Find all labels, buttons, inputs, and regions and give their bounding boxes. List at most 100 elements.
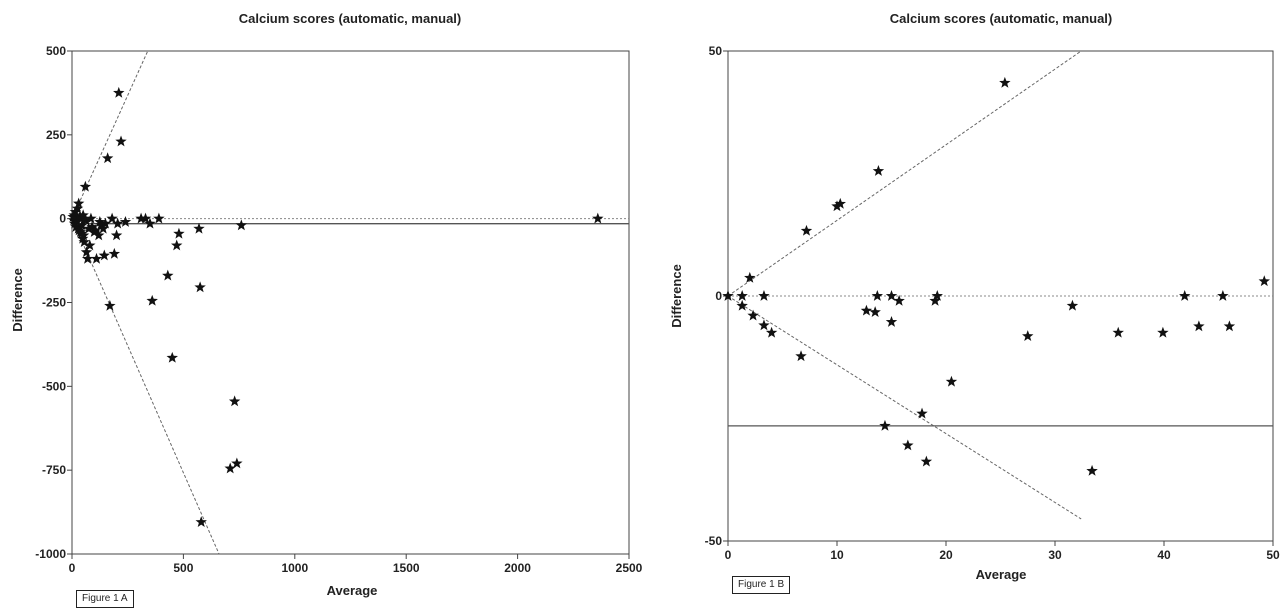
data-point-star [173, 227, 185, 239]
data-point-star [893, 294, 905, 306]
data-point-star [162, 269, 174, 281]
data-point-star [1157, 326, 1169, 338]
chart-a: Calcium scores (automatic, manual) 0 500 1… [10, 11, 643, 598]
data-point-star [758, 290, 770, 301]
x-tick-label: 20 [939, 548, 953, 562]
data-point-star [1179, 290, 1191, 301]
data-point-star [84, 239, 96, 251]
chart-a-xlabel: Average [327, 583, 378, 598]
data-point-star [81, 252, 94, 264]
data-point-star [1193, 320, 1205, 332]
y-tick-label: -750 [42, 463, 66, 477]
data-point-star [108, 247, 121, 259]
data-point-star [77, 209, 89, 221]
data-point-star [89, 224, 102, 236]
y-tick-label: -1000 [35, 547, 66, 561]
data-point-star [765, 326, 778, 338]
data-point-star [93, 229, 105, 241]
x-tick-label: 30 [1048, 548, 1062, 562]
data-point-star [135, 212, 147, 224]
data-point-star [744, 271, 756, 283]
data-point-star [85, 212, 97, 224]
data-point-star [1217, 290, 1229, 301]
data-point-star [920, 455, 933, 467]
y-tick-label: 500 [46, 44, 66, 58]
chart-a-reference-lines [71, 50, 629, 555]
data-point-star [931, 290, 943, 301]
x-tick-label: 0 [725, 548, 732, 562]
data-point-star [902, 439, 914, 451]
data-point-star [195, 516, 207, 527]
x-tick-label: 2000 [504, 561, 531, 575]
data-point-star [879, 419, 891, 431]
data-point-star [72, 197, 85, 209]
data-point-star [115, 135, 127, 147]
x-tick-label: 50 [1266, 548, 1280, 562]
chart-b-xlabel: Average [976, 567, 1027, 582]
data-point-star [1066, 299, 1079, 311]
y-tick-label: -50 [705, 534, 723, 548]
data-point-star [90, 252, 103, 264]
limit-line [71, 50, 149, 219]
figure-b-caption: Figure 1 B [732, 576, 791, 594]
chart-a-ticks: 0 500 1000 1500 2000 25005002500-250-500-750-… [35, 44, 642, 575]
chart-b-reference-lines [727, 50, 1273, 520]
limit-line [71, 218, 220, 555]
chart-a-ylabel: Difference [10, 268, 25, 332]
data-point-star [1112, 326, 1124, 338]
x-tick-label: 2500 [616, 561, 643, 575]
y-tick-label: 250 [46, 128, 66, 142]
data-point-star [795, 350, 807, 362]
data-point-star [1086, 464, 1098, 476]
x-tick-label: 1500 [393, 561, 420, 575]
data-point-star [1258, 275, 1270, 287]
chart-b-points [722, 76, 1270, 476]
data-point-star [885, 290, 898, 301]
figure-a-caption: Figure 1 A [76, 590, 134, 608]
data-point-star [97, 222, 109, 234]
data-point-star [999, 76, 1011, 88]
x-tick-label: 0 [69, 561, 76, 575]
data-point-star [77, 229, 90, 241]
y-tick-label: 0 [715, 289, 722, 303]
data-point-star [153, 212, 165, 224]
data-point-star [860, 304, 873, 316]
data-point-star [98, 249, 111, 261]
chart-b: Calcium scores (automatic, manual) 0 10 20… [669, 11, 1280, 582]
data-point-star [144, 217, 156, 229]
data-point-star [76, 219, 88, 231]
data-point-star [104, 299, 116, 311]
data-point-star [194, 281, 206, 293]
data-point-star [592, 212, 604, 224]
data-point-star [834, 197, 846, 209]
data-point-star [872, 165, 885, 176]
data-point-star [111, 217, 124, 229]
data-point-star [79, 180, 92, 192]
data-point-star [871, 290, 884, 301]
data-point-star [94, 216, 106, 227]
data-point-star [78, 236, 90, 247]
y-tick-label: 0 [59, 212, 66, 226]
data-point-star [71, 216, 83, 227]
data-point-star [75, 227, 88, 239]
chart-b-ylabel: Difference [669, 264, 684, 328]
data-point-star [71, 202, 84, 214]
chart-b-title: Calcium scores (automatic, manual) [890, 11, 1113, 26]
data-point-star [736, 290, 748, 301]
data-point-star [831, 200, 843, 212]
y-tick-label: 50 [709, 44, 723, 58]
data-point-star [722, 290, 734, 301]
data-point-star [800, 224, 813, 236]
y-tick-label: -250 [42, 296, 66, 310]
data-point-star [193, 222, 205, 234]
data-point-star [171, 239, 183, 251]
data-point-star [106, 212, 118, 224]
data-point-star [758, 319, 770, 331]
data-point-star [929, 294, 941, 306]
data-point-star [1223, 320, 1236, 332]
data-point-star [228, 395, 241, 407]
data-point-star [885, 315, 898, 327]
data-point-star [80, 214, 92, 226]
